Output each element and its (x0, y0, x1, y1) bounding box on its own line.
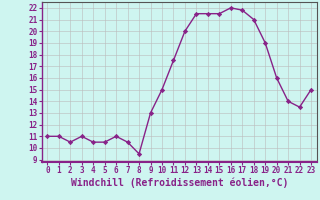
X-axis label: Windchill (Refroidissement éolien,°C): Windchill (Refroidissement éolien,°C) (70, 178, 288, 188)
